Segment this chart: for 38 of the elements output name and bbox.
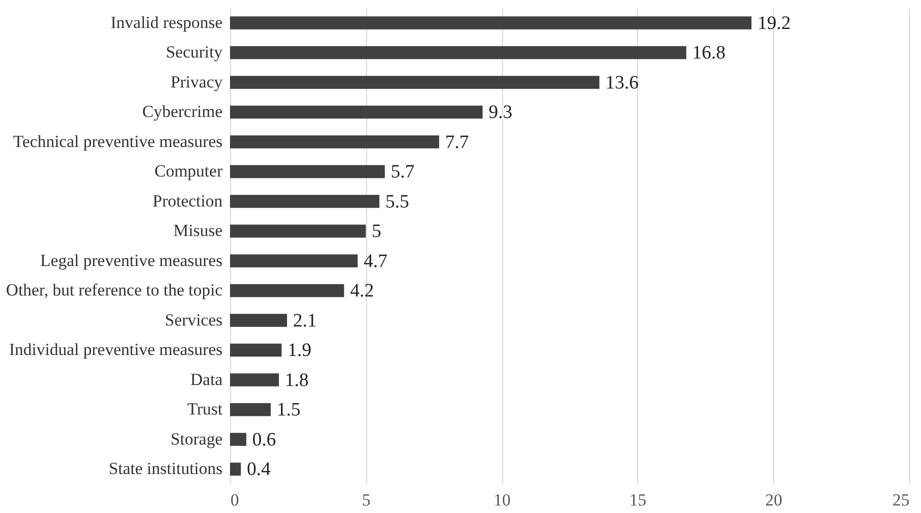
y-tick-label: Invalid response	[110, 12, 222, 32]
data-label: 2.1	[293, 310, 317, 332]
x-tick-label: 5	[362, 490, 371, 510]
data-label: 19.2	[757, 12, 791, 34]
data-label: 1.9	[288, 340, 312, 362]
y-tick-label: Misuse	[173, 221, 222, 240]
x-tick-label: 20	[765, 490, 782, 510]
y-tick-label: Security	[166, 42, 223, 62]
data-label: 4.7	[364, 250, 388, 272]
data-label: 5.7	[390, 162, 415, 183]
data-label: 7.7	[445, 132, 469, 153]
y-tick-label: Cybercrime	[142, 102, 222, 122]
data-label: 0.6	[252, 429, 276, 450]
y-tick-label: Protection	[152, 191, 223, 210]
y-tick-label: Storage	[170, 429, 222, 448]
y-tick-label: Individual preventive measures	[9, 340, 222, 360]
y-tick-label: Services	[164, 310, 222, 330]
y-tick-label: Data	[190, 370, 223, 389]
data-label: 1.8	[284, 370, 309, 391]
data-label: 1.5	[276, 400, 300, 421]
y-tick-label: State institutions	[108, 459, 222, 478]
x-tick-label: 0	[230, 490, 239, 510]
data-label: 5	[372, 221, 382, 242]
data-label: 13.6	[605, 72, 639, 94]
y-tick-label: Legal preventive measures	[40, 250, 222, 270]
y-tick-label: Trust	[187, 400, 223, 419]
y-tick-label: Other, but reference to the topic	[6, 280, 223, 300]
data-label: 16.8	[692, 42, 726, 64]
data-label: 0.4	[246, 459, 272, 480]
y-tick-label: Computer	[154, 162, 223, 181]
x-tick-label: 15	[629, 490, 646, 510]
data-label: 4.2	[350, 280, 374, 302]
x-tick-label: 10	[494, 490, 511, 510]
x-tick-label: 25	[892, 490, 910, 510]
data-label: 5.5	[385, 191, 410, 212]
data-label: 9.3	[488, 102, 512, 124]
y-tick-label: Technical preventive measures	[13, 132, 222, 151]
y-tick-label: Privacy	[170, 72, 223, 92]
